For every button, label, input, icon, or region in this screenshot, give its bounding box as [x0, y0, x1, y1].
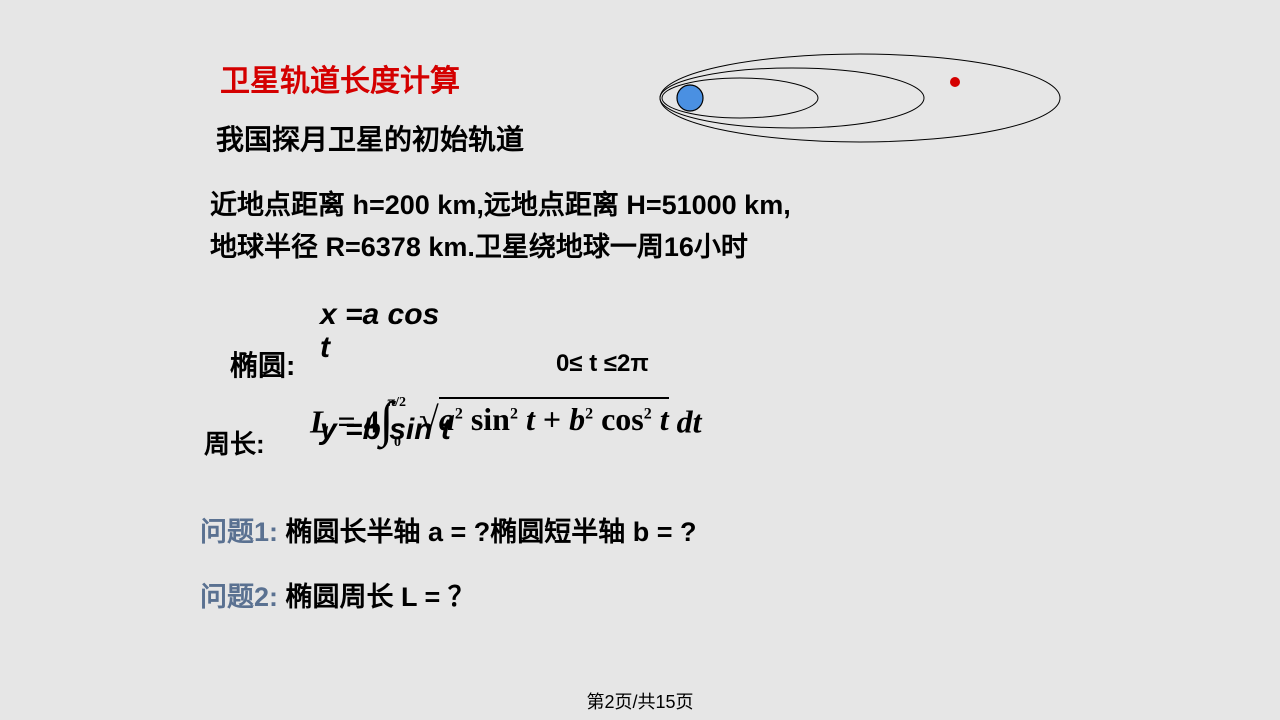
page-footer: 第2页/共15页 — [0, 688, 1280, 714]
question-2-text: 椭圆周长 L = ？ — [278, 582, 475, 612]
perimeter-formula: L = 4∫π/20√a2 sin2 t + b2 cos2 t dt — [310, 396, 702, 454]
orbit-diagram — [560, 28, 1080, 168]
slide-subtitle: 我国探月卫星的初始轨道 — [216, 118, 524, 158]
question-1-label: 问题1: — [200, 517, 278, 547]
ellipse-equation-x: x =a cos t — [320, 298, 439, 364]
satellite-icon — [950, 77, 960, 87]
question-1-text: 椭圆长半轴 a = ?椭圆短半轴 b = ? — [278, 517, 697, 547]
ellipse-label: 椭圆: — [230, 344, 295, 384]
orbit-params: 近地点距离 h=200 km,远地点距离 H=51000 km, 地球半径 R=… — [210, 185, 791, 269]
slide-title: 卫星轨道长度计算 — [220, 56, 460, 100]
question-2: 问题2: 椭圆周长 L = ？ — [200, 575, 475, 614]
params-line-1: 近地点距离 h=200 km,远地点距离 H=51000 km, — [210, 185, 791, 227]
planet-icon — [677, 85, 703, 111]
question-1: 问题1: 椭圆长半轴 a = ?椭圆短半轴 b = ? — [200, 510, 697, 549]
t-range: 0≤ t ≤2π — [556, 350, 649, 378]
slide: 卫星轨道长度计算 我国探月卫星的初始轨道 近地点距离 h=200 km,远地点距… — [0, 0, 1280, 720]
question-2-label: 问题2: — [200, 582, 278, 612]
perimeter-label: 周长: — [204, 424, 265, 461]
params-line-2: 地球半径 R=6378 km.卫星绕地球一周16小时 — [210, 227, 791, 269]
